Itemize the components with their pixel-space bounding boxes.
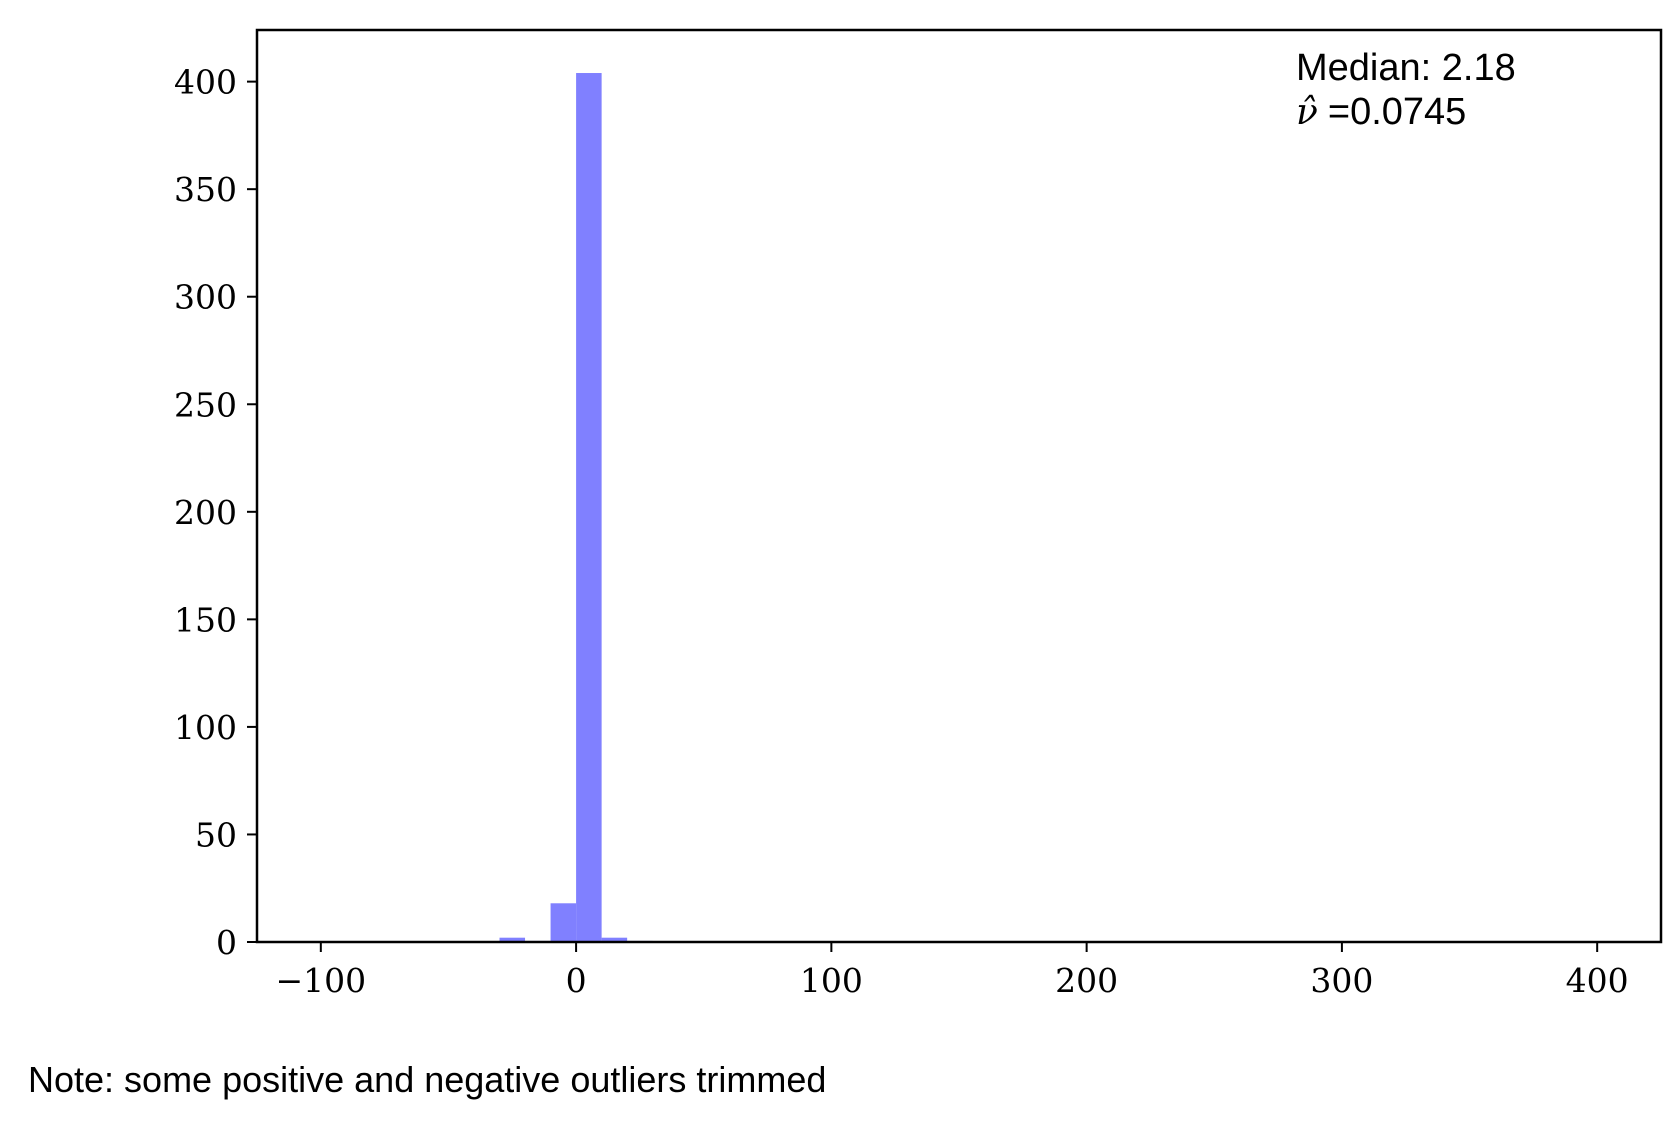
nu-value: =0.0745 [1328,91,1466,133]
y-tick-label: 100 [174,708,237,747]
x-tick-label: 200 [1055,961,1118,1000]
histogram-bar-3 [576,73,602,943]
x-tick-label: 0 [566,961,587,1000]
bars-layer [499,73,653,943]
y-tick-label: 350 [174,170,237,209]
histogram-bar-0 [499,937,526,942]
histogram-bar-4 [601,937,628,942]
y-tick-label: 50 [195,815,237,854]
x-tick-label: 100 [800,961,863,1000]
y-tick-label: 250 [174,385,237,424]
x-tick-label: 300 [1310,961,1373,1000]
plot-frame [255,28,1663,944]
nu-annotation: ν̂ =0.0745 [1296,91,1466,133]
y-axis: 0 50 100 150 200 250 300 350 400 [174,63,257,962]
plot-background [257,30,1661,942]
y-tick-label: 0 [216,923,237,962]
y-tick-label: 150 [174,600,237,639]
y-tick-label: 200 [174,493,237,532]
y-tick-label: 300 [174,278,237,317]
x-tick-label: 400 [1566,961,1629,1000]
x-axis: −100 0 100 200 300 400 [275,942,1629,1000]
y-tick-label: 400 [174,63,237,102]
x-tick-label: −100 [275,961,366,1000]
median-annotation: Median: 2.18 [1296,47,1516,89]
footnote: Note: some positive and negative outlier… [28,1059,826,1100]
histogram-bar-2 [550,903,577,942]
nu-symbol: ν̂ [1296,92,1318,133]
